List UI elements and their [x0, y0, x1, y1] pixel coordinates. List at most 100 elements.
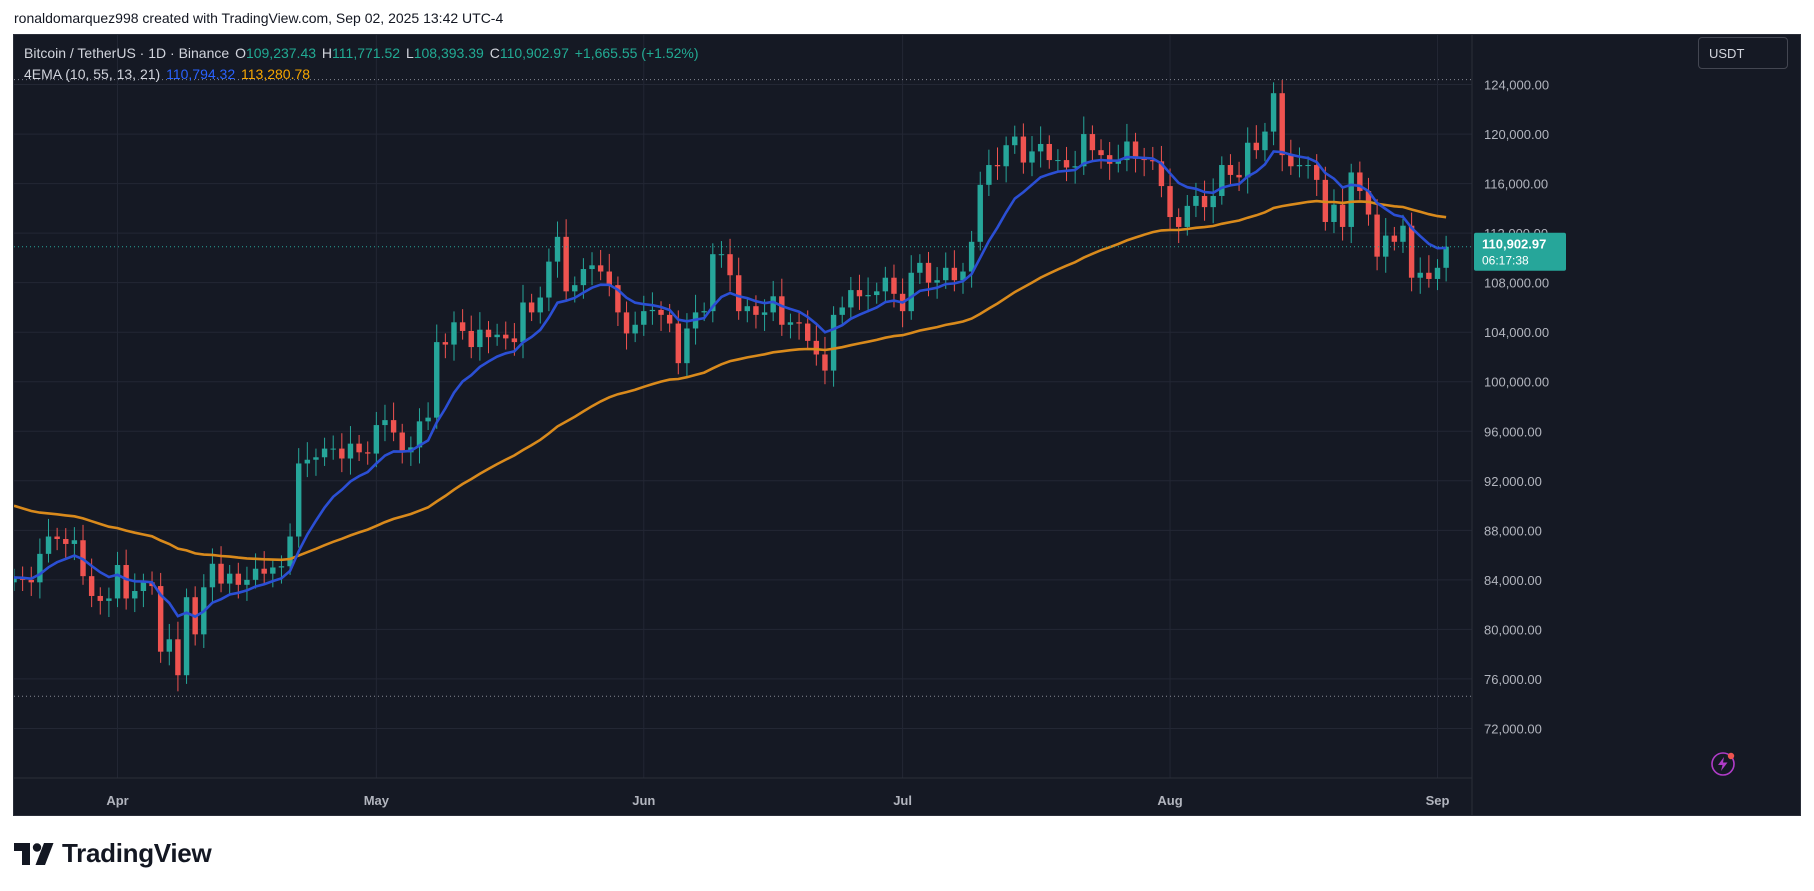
candle-body	[1400, 225, 1406, 242]
chart-panel[interactable]: 72,000.00 76,000.00 80,000.00 84,000.00 88,0…	[13, 34, 1801, 816]
candle-body	[649, 309, 656, 312]
close-value: 110,902.97	[499, 45, 569, 61]
candle-body	[787, 322, 794, 325]
candle-body	[675, 323, 682, 364]
candle-body	[968, 241, 975, 272]
candle-body	[546, 261, 552, 298]
candle-body	[140, 582, 147, 592]
candle-body	[123, 565, 129, 599]
y-tick-label: 88,000.00	[1484, 523, 1542, 538]
candle-body	[365, 452, 371, 454]
candle-body	[390, 420, 397, 433]
candle-body	[960, 271, 966, 281]
candle-body	[1426, 272, 1432, 279]
candle-body	[658, 309, 664, 315]
tradingview-brand[interactable]: TradingView	[14, 838, 212, 869]
candle-body	[1314, 165, 1320, 180]
open-label: O	[235, 45, 246, 61]
candle-body	[373, 425, 380, 454]
candle-body	[1184, 205, 1191, 227]
candle-body	[114, 565, 121, 599]
candle-body	[1150, 160, 1156, 162]
candle-body	[701, 311, 707, 313]
candle-body	[157, 586, 164, 652]
candle-body	[166, 639, 172, 652]
candle-body	[917, 262, 923, 273]
candle-body	[434, 342, 440, 418]
candle-body	[1167, 186, 1173, 218]
candle-body	[1227, 165, 1234, 175]
candle-body	[830, 314, 837, 371]
y-tick-label: 124,000.00	[1484, 78, 1549, 93]
candle-body	[994, 165, 1001, 167]
candle-body	[304, 459, 311, 464]
candle-body	[28, 579, 34, 583]
candle-body	[235, 573, 242, 585]
candle-body	[494, 334, 500, 338]
candle-body	[97, 595, 103, 601]
ema-fast-value: 110,794.32	[166, 66, 236, 82]
countdown-label: 06:17:38	[1482, 254, 1529, 268]
candle-body	[287, 536, 293, 567]
candle-body	[442, 342, 449, 345]
candle-body	[183, 597, 190, 676]
candle-body	[822, 354, 828, 371]
candle-body	[615, 285, 621, 313]
candle-body	[1253, 142, 1260, 151]
candle-body	[943, 267, 949, 281]
candle-body	[451, 322, 457, 345]
candle-body	[641, 311, 647, 325]
candle-body	[684, 328, 690, 364]
x-tick-label: Jul	[893, 793, 912, 808]
candle-body	[1158, 161, 1165, 187]
candle-body	[1262, 131, 1268, 151]
candle-body	[735, 275, 742, 312]
x-tick-label: May	[364, 793, 390, 808]
candle-body	[632, 324, 638, 334]
y-tick-label: 80,000.00	[1484, 622, 1542, 637]
brand-name: TradingView	[62, 838, 212, 868]
candle-body	[589, 265, 595, 270]
price-chart[interactable]: 72,000.00 76,000.00 80,000.00 84,000.00 88,0…	[14, 35, 1801, 816]
candle-body	[1132, 141, 1139, 159]
candle-body	[1348, 172, 1354, 227]
candle-body	[1288, 155, 1294, 167]
ema-slow-line	[14, 199, 1447, 562]
candle-body	[459, 322, 466, 331]
candle-body	[1020, 136, 1027, 163]
candle-body	[209, 563, 216, 588]
candle-body	[1115, 160, 1121, 164]
candle-body	[1029, 151, 1035, 163]
tradingview-logo-icon	[14, 842, 54, 865]
candle-body	[528, 302, 535, 313]
candle-body	[804, 323, 811, 341]
candle-body	[261, 568, 267, 574]
candle-body	[330, 448, 336, 450]
candle-body	[623, 312, 630, 334]
x-tick-label: Aug	[1157, 793, 1182, 808]
candle-body	[477, 329, 483, 348]
candle-body	[226, 573, 233, 584]
candle-body	[356, 443, 362, 453]
candle-body	[1219, 165, 1225, 196]
candle-body	[399, 432, 405, 453]
lightning-icon[interactable]	[1710, 751, 1736, 777]
candle-body	[347, 443, 354, 459]
candle-body	[1244, 142, 1251, 178]
candle-body	[1124, 141, 1130, 161]
candle-body	[485, 329, 492, 338]
low-label: L	[405, 45, 414, 61]
candle-body	[511, 338, 518, 343]
last-price-label: 110,902.97	[1482, 237, 1546, 252]
symbol-name[interactable]: Bitcoin / TetherUS · 1D · Binance	[24, 45, 230, 61]
y-tick-label: 84,000.00	[1484, 573, 1542, 588]
candle-body	[856, 290, 863, 297]
indicator-name[interactable]: 4EMA (10, 55, 13, 21)	[24, 66, 161, 82]
candle-body	[710, 254, 716, 312]
candle-body	[727, 254, 733, 276]
candle-body	[295, 463, 302, 537]
x-tick-label: Jun	[632, 793, 655, 808]
candle-body	[761, 312, 768, 315]
currency-button[interactable]: USDT	[1698, 37, 1788, 69]
candle-body	[1081, 134, 1087, 167]
